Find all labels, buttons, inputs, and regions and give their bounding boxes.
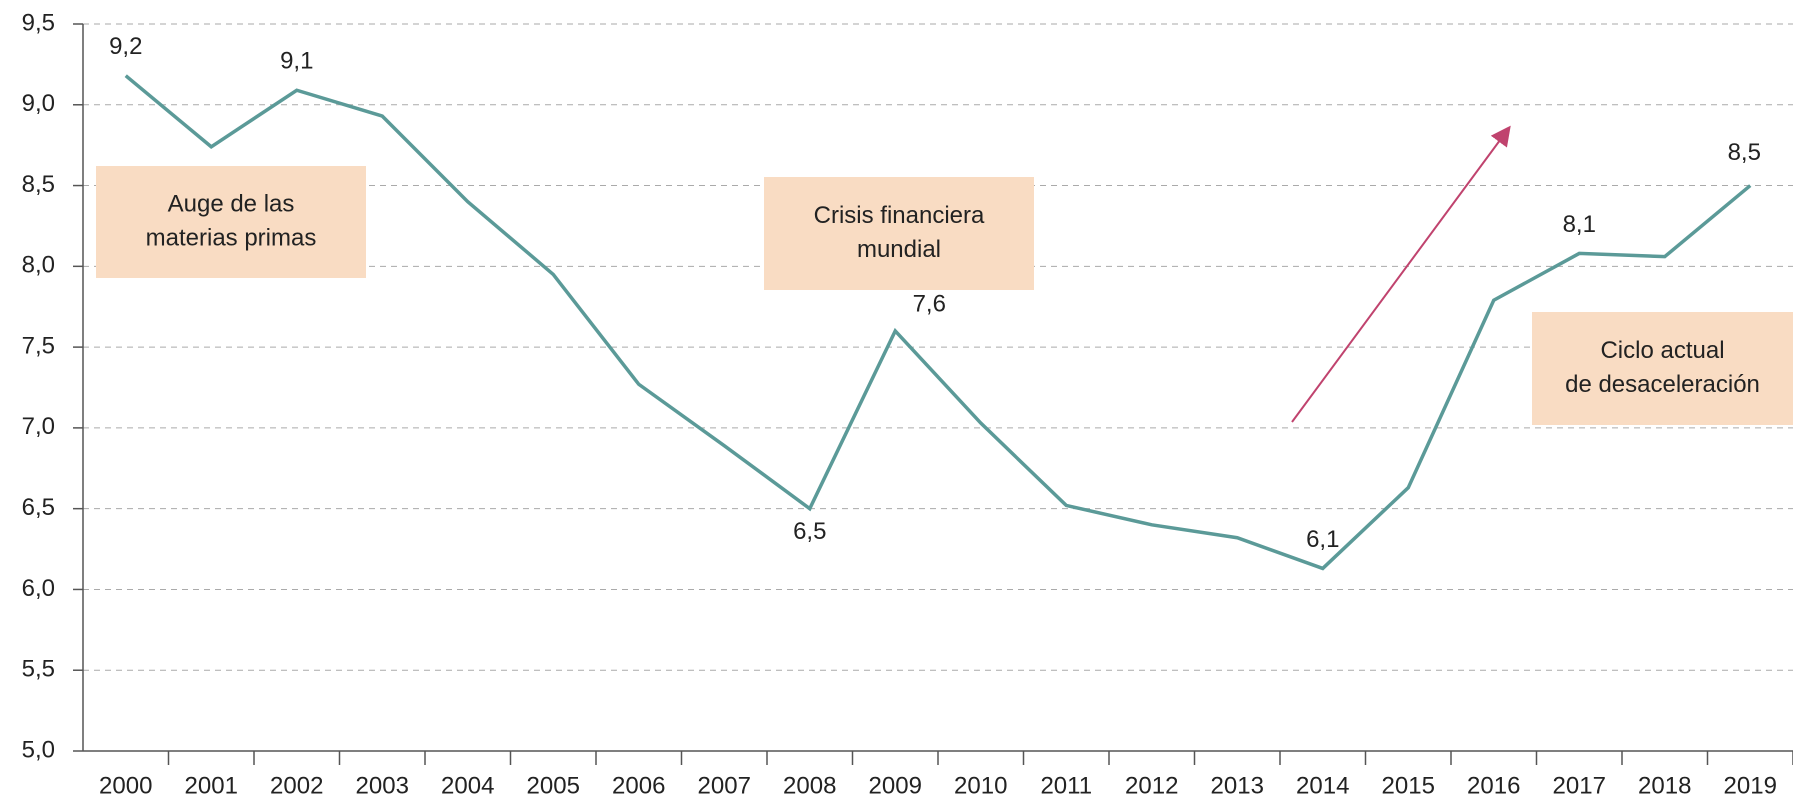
x-tick-label: 2008: [783, 772, 836, 799]
annotation-box: [764, 177, 1034, 290]
x-tick-label: 2018: [1638, 772, 1691, 799]
y-tick-label: 9,0: [22, 90, 55, 117]
x-tick-label: 2000: [99, 772, 152, 799]
data-label: 6,5: [793, 518, 826, 545]
annotation-text: materias primas: [146, 224, 317, 251]
annotation-text: mundial: [857, 236, 941, 263]
x-tick-label: 2013: [1211, 772, 1264, 799]
annotation-text: de desaceleración: [1565, 371, 1760, 398]
data-label: 6,1: [1306, 526, 1339, 553]
data-label: 9,1: [280, 48, 313, 75]
x-tick-label: 2006: [612, 772, 665, 799]
x-tick-label: 2007: [698, 772, 751, 799]
x-tick-label: 2005: [527, 772, 580, 799]
data-label: 8,1: [1563, 211, 1596, 238]
x-tick-label: 2004: [441, 772, 494, 799]
y-tick-label: 9,5: [22, 9, 55, 36]
y-tick-label: 7,0: [22, 413, 55, 440]
data-label: 7,6: [913, 290, 946, 317]
x-tick-label: 2002: [270, 772, 323, 799]
x-tick-label: 2015: [1382, 772, 1435, 799]
x-tick-label: 2017: [1553, 772, 1606, 799]
x-tick-label: 2003: [356, 772, 409, 799]
annotation-text: Crisis financiera: [814, 202, 985, 229]
data-label: 9,2: [109, 33, 142, 60]
y-tick-label: 6,5: [22, 494, 55, 521]
data-label: 8,5: [1728, 139, 1761, 166]
x-tick-label: 2016: [1467, 772, 1520, 799]
line: [124, 74, 1752, 571]
x-tick-label: 2014: [1296, 772, 1349, 799]
x-tick-label: 2009: [869, 772, 922, 799]
y-tick-label: 8,5: [22, 171, 55, 198]
x-tick-label: 2001: [185, 772, 238, 799]
y-tick-label: 5,0: [22, 736, 55, 763]
annotation-text: Ciclo actual: [1600, 337, 1724, 364]
y-tick-label: 7,5: [22, 332, 55, 359]
annotation-box: [96, 166, 366, 278]
arrow: [1291, 125, 1511, 423]
y-tick-label: 8,0: [22, 252, 55, 279]
annotation-box: [1532, 312, 1793, 425]
x-tick-label: 2012: [1125, 772, 1178, 799]
x-tick-label: 2019: [1724, 772, 1777, 799]
y-tick-label: 5,5: [22, 656, 55, 683]
y-tick-label: 6,0: [22, 575, 55, 602]
x-tick-label: 2010: [954, 772, 1007, 799]
x-tick-label: 2011: [1040, 772, 1092, 799]
annotation-text: Auge de las: [168, 190, 295, 217]
